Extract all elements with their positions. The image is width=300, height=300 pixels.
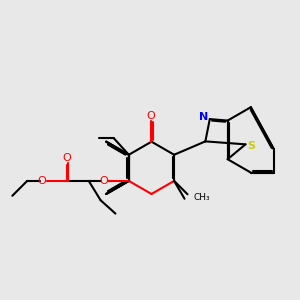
Text: O: O [99,176,108,186]
Text: O: O [38,176,46,186]
Text: O: O [146,110,155,121]
Text: S: S [248,141,255,151]
Text: O: O [62,153,71,163]
Text: CH₃: CH₃ [194,194,210,202]
Text: N: N [199,112,208,122]
